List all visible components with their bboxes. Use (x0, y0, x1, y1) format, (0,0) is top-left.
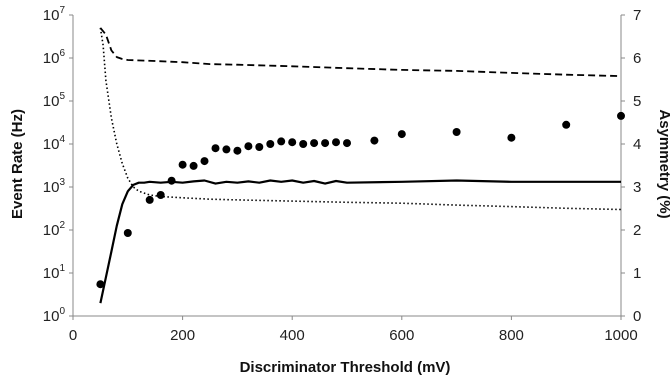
data-point (321, 139, 330, 148)
x-tick-label: 0 (69, 327, 77, 344)
data-point (397, 130, 406, 139)
y-right-tick-label: 7 (633, 7, 641, 24)
data-point (562, 120, 571, 129)
data-point (452, 128, 461, 136)
y-left-tick-label: 107 (43, 5, 66, 24)
y-axis-right-title: Asymmetry (%) (656, 109, 670, 218)
y-right-tick-label: 2 (633, 222, 641, 239)
x-axis-title: Discriminator Threshold (mV) (240, 359, 451, 376)
data-point (145, 195, 154, 204)
y-left-tick-label: 106 (43, 48, 66, 67)
data-point (617, 111, 625, 120)
data-point (343, 139, 351, 148)
data-point (266, 140, 275, 148)
data-point (310, 139, 319, 148)
data-point (156, 191, 165, 199)
data-point (370, 136, 379, 145)
data-point (222, 145, 231, 154)
data-point (288, 138, 297, 147)
data-point (332, 138, 340, 147)
data-point (189, 161, 198, 170)
y-right-tick-label: 4 (633, 136, 641, 153)
y-right-tick-label: 1 (633, 265, 641, 282)
data-point (277, 137, 286, 146)
data-point (178, 160, 187, 169)
tick-labels: 0 200 400 600 800 100010010110210310410510610… (43, 5, 642, 344)
y-axis-left-title: Event Rate (Hz) (9, 109, 26, 219)
y-right-tick-label: 6 (633, 50, 641, 67)
x-tick-label: 800 (499, 327, 524, 344)
data-point (123, 229, 132, 237)
x-tick-label: 1000 (604, 327, 637, 344)
data-point (255, 143, 264, 151)
y-left-tick-label: 101 (43, 263, 66, 282)
x-tick-label: 200 (170, 327, 195, 344)
y-left-tick-label: 105 (43, 91, 66, 110)
series-layer (96, 27, 625, 304)
y-left-tick-label: 103 (43, 177, 66, 196)
data-point (200, 157, 209, 166)
data-point (96, 280, 105, 289)
data-point (244, 142, 253, 151)
data-point (167, 176, 176, 185)
y-left-tick-label: 104 (43, 134, 66, 153)
x-tick-label: 600 (389, 327, 414, 344)
y-right-tick-label: 5 (633, 93, 641, 110)
dashed-series-line (99, 27, 622, 77)
data-point (211, 144, 220, 153)
y-left-tick-label: 102 (43, 220, 66, 239)
axes (69, 14, 625, 320)
x-tick-label: 400 (280, 327, 305, 344)
solid-series-line (99, 179, 621, 304)
marker-series (96, 111, 625, 289)
y-left-tick-label: 100 (43, 306, 66, 325)
data-point (233, 146, 242, 155)
data-point (299, 140, 308, 148)
y-right-tick-label: 0 (633, 308, 641, 325)
y-right-tick-label: 3 (633, 179, 641, 196)
data-point (507, 133, 516, 142)
